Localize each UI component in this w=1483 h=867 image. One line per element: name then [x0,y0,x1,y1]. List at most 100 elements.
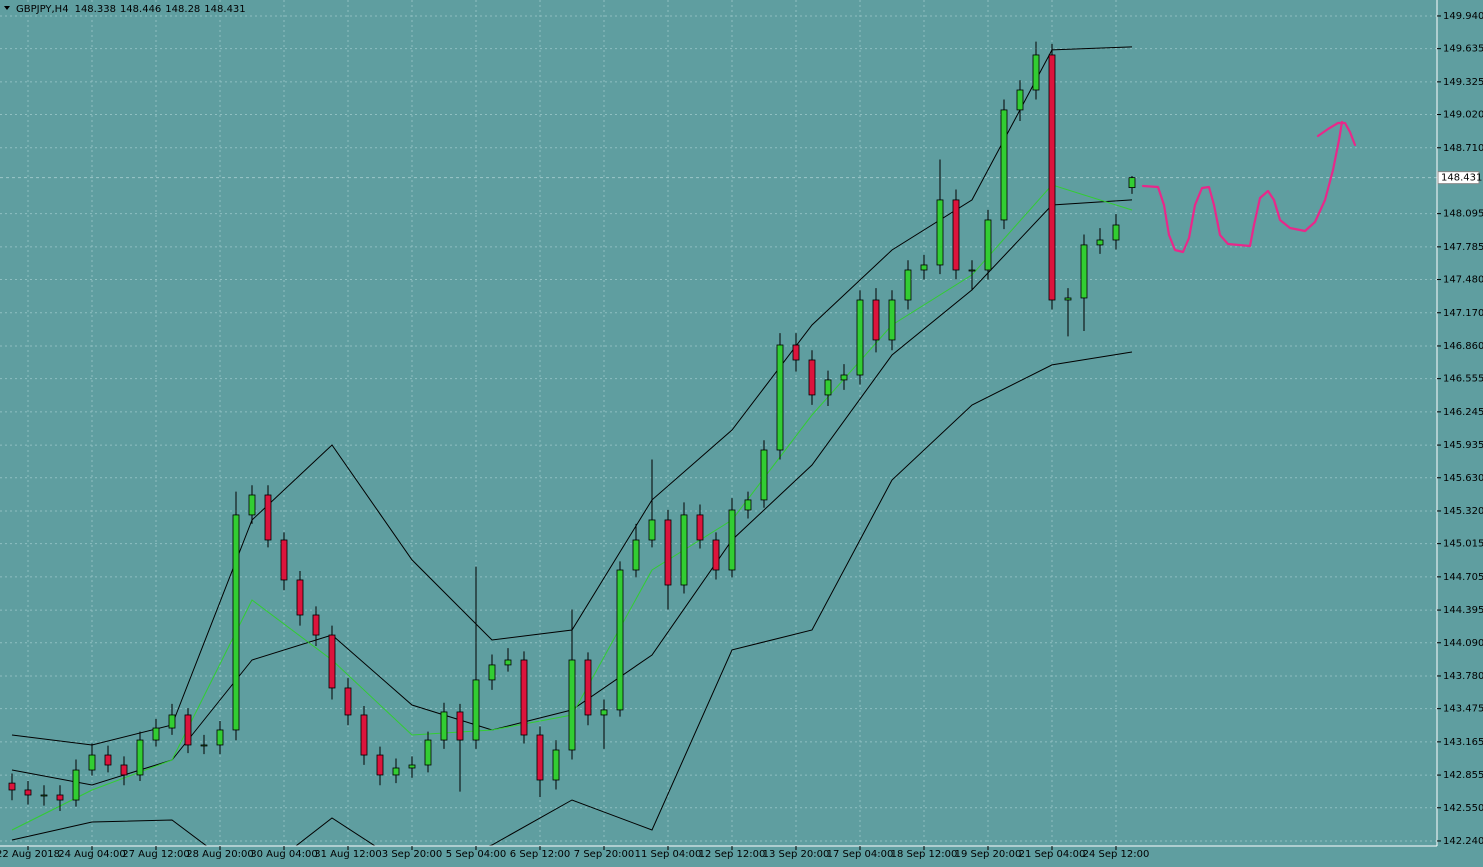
candle-body [408,764,416,769]
candle-body [56,794,64,801]
y-tick-label: 143.780 [1443,671,1483,682]
y-tick-label: 145.630 [1443,473,1483,484]
symbol: GBPJPY,H4 [16,4,69,15]
x-tick-label: 31 Aug 12:00 [314,849,381,860]
y-tick-label: 145.935 [1443,440,1483,451]
candle-body [664,519,672,586]
candle-body [488,664,496,681]
last-high: 148.446 [120,4,161,15]
y-tick-label: 148.095 [1443,209,1483,220]
candle-body [776,344,784,451]
candle-body [536,734,544,781]
candle-body [920,264,928,271]
candle-body [1128,177,1136,189]
menu-triangle[interactable] [4,6,10,10]
candle-body [472,679,480,741]
candle-body [936,199,944,266]
candle-body [696,514,704,541]
candle-body [520,659,528,736]
candle-body [424,739,432,766]
candle-body [1112,224,1120,241]
last-low: 148.28 [165,4,200,15]
candle-body [312,614,320,636]
candle-body [120,764,128,776]
candle-body [584,659,592,716]
y-tick-label: 149.020 [1443,110,1483,121]
y-tick-label: 147.785 [1443,242,1483,253]
candle-body [344,687,352,716]
candle-body [856,299,864,376]
x-tick-label: 13 Sep 20:00 [763,849,830,860]
x-tick-label: 18 Sep 12:00 [891,849,958,860]
candle-body [440,711,448,741]
candle-body [504,659,512,666]
y-tick-label: 145.015 [1443,539,1483,550]
candle-body [88,754,96,771]
y-tick-label: 142.240 [1443,836,1483,847]
axes: 149.940 149.635 149.325 149.020 148.710 148.0… [0,11,1483,860]
y-tick-label: 149.635 [1443,44,1483,55]
x-tick-label: 24 Sep 12:00 [1083,849,1150,860]
x-tick-label: 17 Sep 04:00 [827,849,894,860]
y-tick-label: 147.480 [1443,275,1483,286]
candle-body [984,219,992,271]
hand-drawn-annotation [1316,121,1357,147]
candle-body [104,754,112,766]
candle-body [184,714,192,746]
x-tick-label: 24 Aug 04:00 [58,849,125,860]
candle-body [600,709,608,716]
candle-body [456,711,464,741]
x-tick-label: 19 Sep 20:00 [955,849,1022,860]
candle-body [632,539,640,571]
price-label: 148.431 [1441,173,1482,184]
candle-body [1064,297,1072,301]
x-tick-label: 5 Sep 04:00 [446,849,506,860]
x-tick-label: 27 Aug 12:00 [122,849,189,860]
candles [8,41,1136,811]
candle-body [248,494,256,516]
candle-body [1016,89,1024,111]
candle-body [136,739,144,776]
candle-body [24,789,32,796]
candle-body [616,569,624,711]
candle-body [904,269,912,301]
candle-body [168,714,176,729]
candle-body [72,769,80,801]
candle-body [648,519,656,541]
candle-body [152,727,160,741]
y-tick-label: 146.860 [1443,341,1483,352]
candle-body [568,659,576,751]
candle-body [840,374,848,381]
y-tick-label: 144.090 [1443,638,1483,649]
candle-body [1000,109,1008,221]
chart-title: GBPJPY,H4 148.338 148.446 148.28 148.431 [16,4,246,15]
candle-body [216,729,224,746]
candle-body [1032,54,1040,91]
candle-body [392,767,400,776]
x-tick-label: 22 Aug 2018 [0,849,60,860]
hand-drawn-annotation [1141,120,1344,254]
y-tick-label: 144.705 [1443,572,1483,583]
candle-body [264,494,272,541]
candle-body [1048,54,1056,301]
candle-body [872,299,880,341]
candle-body [824,379,832,396]
price-box [1437,171,1480,185]
candle-body [760,449,768,501]
y-tick-label: 149.940 [1443,11,1483,22]
x-tick-label: 12 Sep 12:00 [699,849,766,860]
candle-body [1096,239,1104,246]
y-tick-label: 145.320 [1443,506,1483,517]
x-tick-label: 30 Aug 04:00 [250,849,317,860]
y-tick-label: 144.395 [1443,605,1483,616]
candle-body [280,539,288,581]
candle-body [792,344,800,361]
x-tick-label: 11 Sep 04:00 [635,849,702,860]
x-tick-label: 3 Sep 20:00 [382,849,442,860]
x-tick-label: 7 Sep 20:00 [574,849,634,860]
y-tick-label: 146.245 [1443,407,1483,418]
x-tick-label: 21 Sep 04:00 [1019,849,1086,860]
candle-body [376,754,384,776]
last-open: 148.338 [75,4,116,15]
